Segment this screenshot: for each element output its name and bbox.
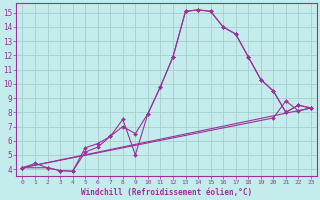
X-axis label: Windchill (Refroidissement éolien,°C): Windchill (Refroidissement éolien,°C) <box>81 188 252 197</box>
